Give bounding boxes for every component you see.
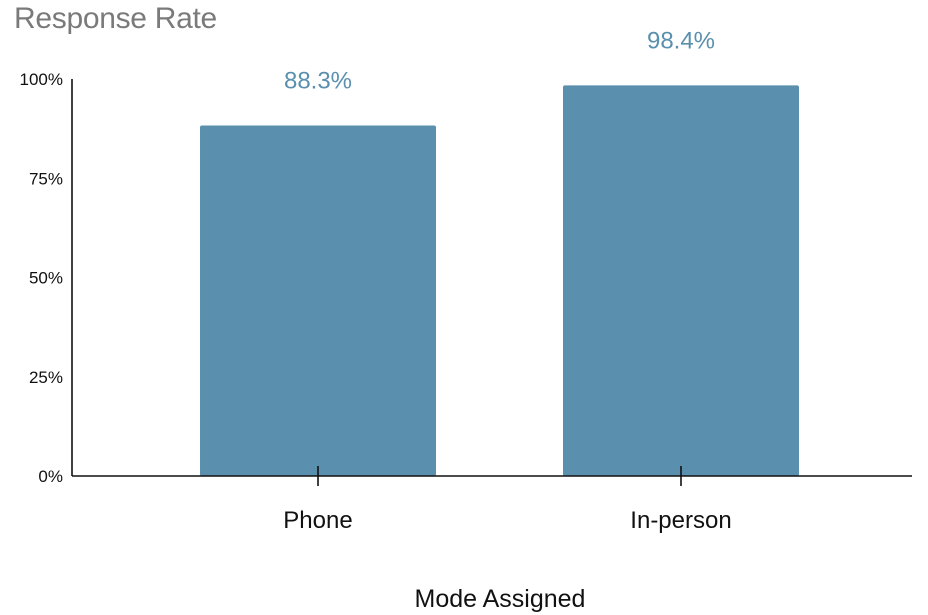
y-tick-label: 25% — [29, 368, 63, 387]
y-tick-label: 50% — [29, 269, 63, 288]
bars — [200, 85, 799, 477]
data-labels: 88.3% 98.4% — [284, 27, 715, 94]
x-tick-label: Phone — [283, 507, 352, 534]
x-tick-label: In-person — [630, 507, 731, 534]
data-label: 88.3% — [284, 67, 352, 94]
chart-title: Response Rate — [14, 2, 217, 35]
x-axis-title: Mode Assigned — [415, 585, 586, 613]
y-tick-label: 75% — [29, 169, 63, 188]
data-label: 98.4% — [647, 27, 715, 54]
x-axis: Phone In-person — [71, 79, 912, 534]
bar-phone — [200, 125, 436, 476]
bar-in-person — [563, 85, 799, 477]
y-axis-ticks: 0% 25% 50% 75% 100% — [20, 70, 63, 486]
y-tick-label: 0% — [38, 467, 63, 486]
y-tick-label: 100% — [20, 70, 63, 89]
